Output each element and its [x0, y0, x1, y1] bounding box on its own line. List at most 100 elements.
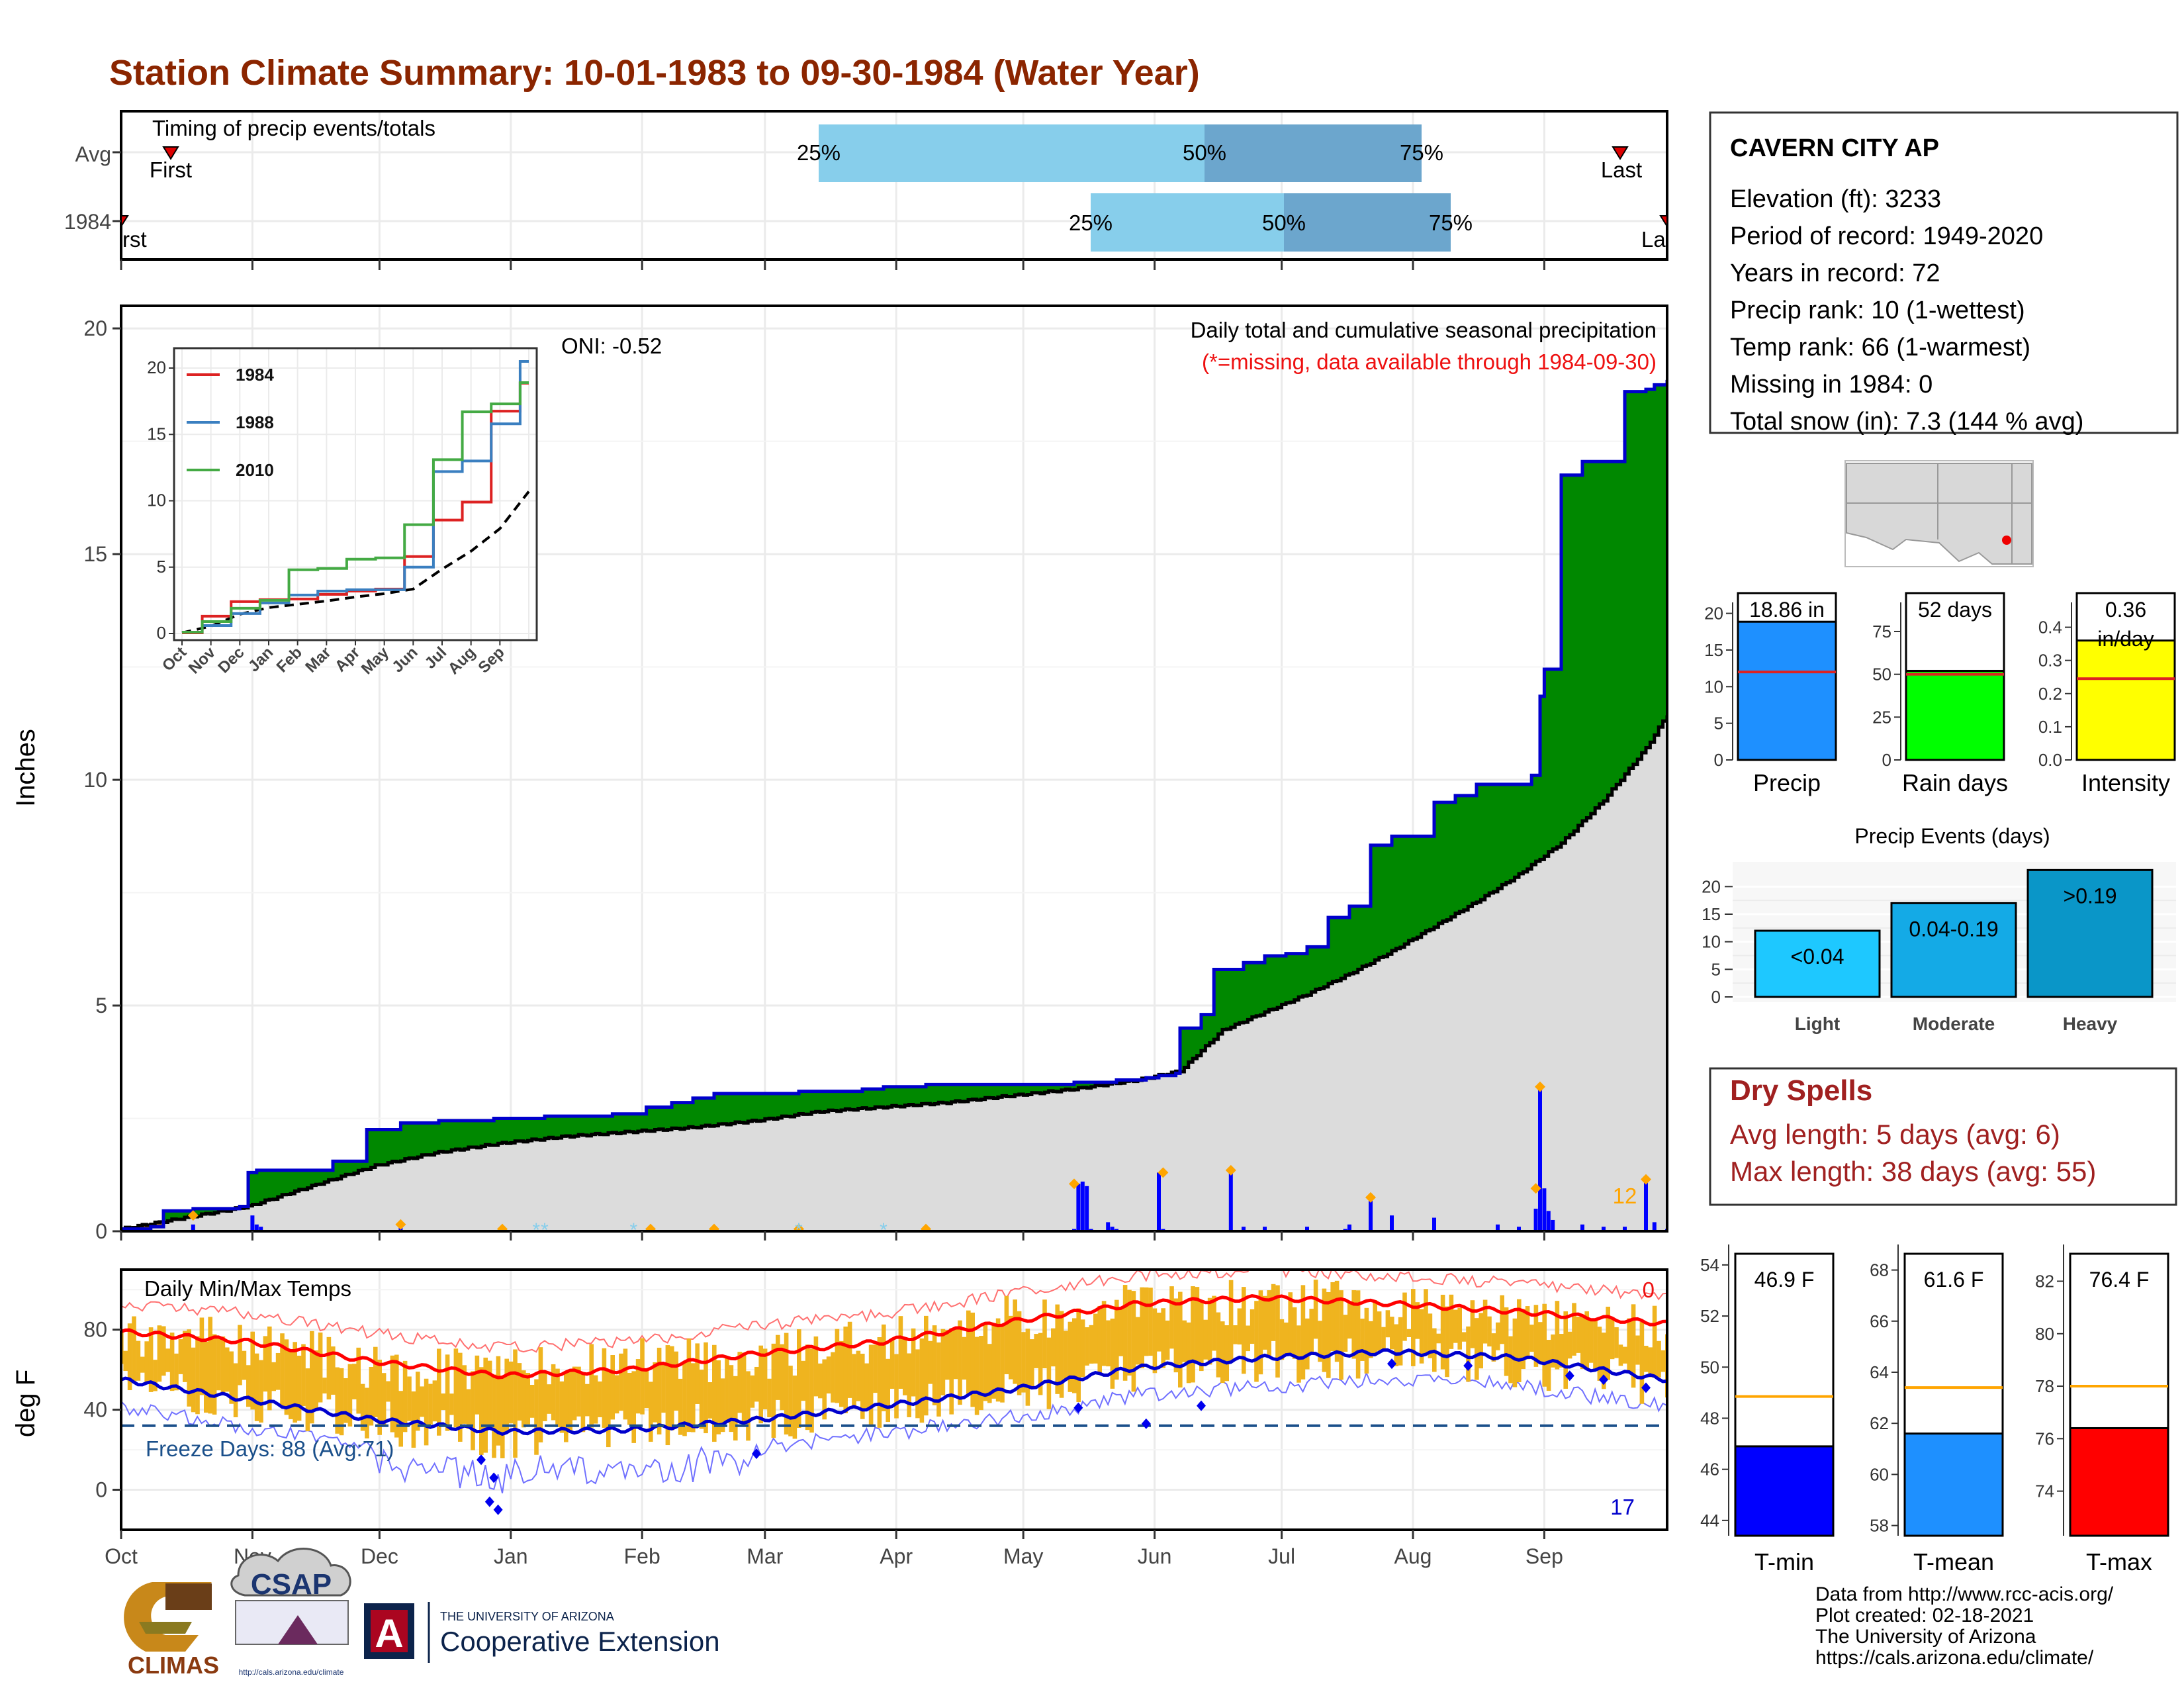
- daily-temp-bar: [919, 1338, 925, 1423]
- daily-temp-bar: [928, 1340, 933, 1384]
- daily-temp-bar: [995, 1318, 1001, 1402]
- daily-temp-bar: [449, 1393, 454, 1415]
- daily-temp-bar: [1169, 1286, 1174, 1349]
- daily-precip-bar: [1623, 1227, 1627, 1231]
- daily-precip-bar: [1546, 1211, 1551, 1231]
- daily-temp-bar: [826, 1356, 831, 1394]
- daily-temp-bar: [1614, 1327, 1619, 1358]
- inset-series-line: [182, 381, 529, 633]
- daily-precip-bar: [1305, 1227, 1309, 1231]
- observed-cumulative-line: [121, 379, 1667, 1231]
- intensity-summary-value: 0.36: [2105, 598, 2146, 622]
- daily-temp-bar: [784, 1333, 789, 1435]
- daily-temp-bar: [1546, 1340, 1551, 1391]
- ua-logo-letter: A: [375, 1611, 403, 1656]
- daily-temp-bar: [1567, 1331, 1572, 1359]
- daily-temp-bar: [369, 1366, 374, 1426]
- daily-temp-bar: [1318, 1321, 1322, 1362]
- daily-temp-bar: [144, 1341, 149, 1384]
- daily-temp-bar: [534, 1379, 539, 1455]
- month-tick: Jul: [1268, 1544, 1295, 1568]
- snow-marker: *: [541, 1219, 549, 1241]
- temp-panel: Daily Min/Max Temps Freeze Days: 88 (Avg…: [11, 1268, 1668, 1568]
- events-category: Light: [1795, 1013, 1840, 1034]
- dry-spells: Dry Spells Avg length: 5 days (avg: 6) M…: [1709, 1067, 2177, 1206]
- daily-temp-bar: [1623, 1346, 1627, 1364]
- daily-temp-bar: [1580, 1316, 1585, 1369]
- daily-temp-bar: [1144, 1287, 1149, 1356]
- daily-temp-bar: [746, 1371, 751, 1441]
- daily-temp-bar: [987, 1344, 992, 1403]
- record-low-count: 17: [1610, 1495, 1635, 1519]
- daily-temp-bar: [1330, 1282, 1335, 1352]
- daily-precip-bar: [254, 1224, 259, 1231]
- daily-temp-bar: [1627, 1318, 1631, 1373]
- daily-temp-bar: [776, 1335, 780, 1400]
- daily-temp-bar: [331, 1346, 336, 1395]
- daily-temp-bar: [479, 1367, 484, 1455]
- record-low-marker: [1141, 1418, 1151, 1429]
- daily-temp-bar: [508, 1361, 514, 1424]
- events-bar: [2026, 868, 2154, 998]
- daily-temp-bar: [767, 1378, 772, 1418]
- record-min-line: [121, 1371, 1667, 1493]
- daily-temp-bar: [1440, 1294, 1445, 1370]
- daily-temp-bar: [686, 1338, 692, 1432]
- tmean-summary-ytick: 60: [1870, 1464, 1889, 1484]
- daily-temp-bar: [1165, 1320, 1170, 1360]
- record-low-marker: [489, 1472, 499, 1483]
- daily-temp-bar: [614, 1375, 619, 1414]
- daily-temp-bar: [1597, 1327, 1602, 1381]
- daily-temp-bar: [1563, 1311, 1568, 1389]
- record-low-marker: [752, 1448, 761, 1460]
- daily-temp-bar: [123, 1350, 128, 1372]
- daily-temp-bar: [860, 1354, 865, 1419]
- daily-temp-bar: [585, 1383, 590, 1417]
- daily-temp-bar: [458, 1352, 463, 1442]
- daily-temp-bar: [877, 1337, 882, 1428]
- daily-temp-bar: [411, 1391, 416, 1448]
- daily-temp-bar: [682, 1362, 687, 1436]
- daily-temp-bar: [225, 1347, 230, 1392]
- daily-temp-bar: [496, 1356, 501, 1446]
- dry-spells-title: Dry Spells: [1730, 1074, 1872, 1107]
- footer-line-1: Plot created: 02-18-2021: [1815, 1605, 2034, 1626]
- timing-1984-first: rst: [122, 227, 147, 252]
- daily-temp-bar: [966, 1310, 971, 1394]
- daily-temp-bar: [593, 1375, 598, 1424]
- daily-temp-bar: [665, 1345, 670, 1446]
- daily-temp-bar: [318, 1332, 323, 1403]
- daily-temp-bar: [1398, 1317, 1403, 1366]
- daily-temp-bar: [1118, 1307, 1123, 1356]
- daily-temp-bar: [1242, 1287, 1246, 1374]
- precip-ylabel: Inches: [11, 729, 40, 807]
- daily-temp-bar: [1631, 1304, 1636, 1388]
- daily-temp-bar: [1377, 1311, 1382, 1351]
- daily-temp-bar: [589, 1344, 594, 1428]
- daily-temp-bar: [1402, 1292, 1407, 1341]
- daily-temp-bar: [1292, 1307, 1297, 1359]
- daily-temp-bar: [1199, 1300, 1204, 1372]
- freeze-days: Freeze Days: 88 (Avg:71): [146, 1436, 394, 1461]
- station-line-1: Period of record: 1949-2020: [1730, 222, 2043, 250]
- daily-precip-bar: [1602, 1227, 1606, 1231]
- daily-temp-bar: [1351, 1290, 1356, 1359]
- month-tick: May: [1003, 1544, 1043, 1568]
- daily-temp-bar: [889, 1339, 895, 1389]
- daily-temp-bar: [242, 1350, 247, 1380]
- daily-temp-bar: [1122, 1285, 1128, 1381]
- daily-temp-bar: [169, 1333, 175, 1391]
- daily-max-marker: [1641, 1174, 1651, 1185]
- daily-temp-bar: [187, 1329, 191, 1407]
- inset-ytick: 5: [157, 557, 166, 577]
- station-line-6: Total snow (in): 7.3 (144 % avg): [1730, 408, 2083, 436]
- daily-temp-bar: [974, 1336, 979, 1415]
- daily-temp-bar: [1525, 1306, 1530, 1360]
- events-ytick: 10: [1702, 932, 1721, 952]
- daily-temp-bar: [1127, 1289, 1132, 1376]
- daily-temp-bar: [475, 1355, 480, 1415]
- daily-temp-bar: [1369, 1321, 1373, 1358]
- daily-temp-bar: [1212, 1295, 1216, 1351]
- daily-temp-bar: [1224, 1325, 1229, 1382]
